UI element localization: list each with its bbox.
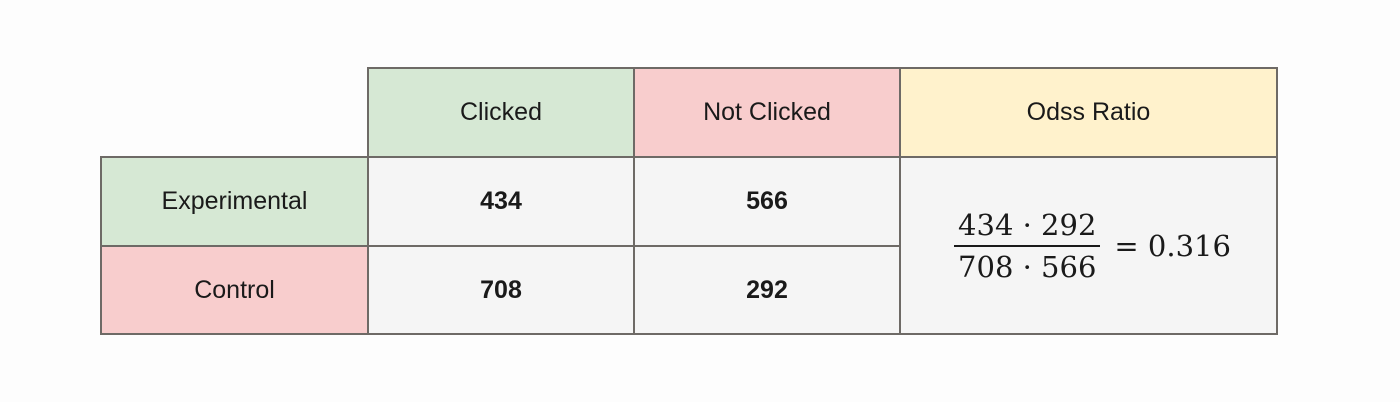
formula-result: = 0.316 [1114, 228, 1231, 263]
row-label-experimental-text: Experimental [161, 187, 308, 215]
row-label-control: Control [100, 245, 369, 335]
value-text: 708 [480, 275, 522, 304]
value-control-not-clicked: 292 [633, 245, 901, 335]
header-odds-ratio-label: Odss Ratio [1026, 98, 1151, 126]
odds-ratio-formula-cell: 434 · 292 708 · 566 = 0.316 [899, 156, 1278, 335]
row-label-experimental: Experimental [100, 156, 369, 247]
header-clicked: Clicked [367, 67, 635, 158]
formula-fraction: 434 · 292 708 · 566 [954, 205, 1101, 287]
formula-numerator: 434 · 292 [958, 207, 1097, 242]
value-text: 434 [480, 187, 522, 215]
header-odds-ratio: Odss Ratio [899, 67, 1278, 158]
formula-denominator: 708 · 566 [958, 249, 1097, 284]
odds-ratio-formula: 434 · 292 708 · 566 = 0.316 [954, 205, 1231, 287]
row-label-control-text: Control [194, 275, 275, 304]
header-not-clicked: Not Clicked [633, 67, 901, 158]
value-text: 566 [746, 187, 788, 215]
header-clicked-label: Clicked [460, 98, 542, 126]
fraction-bar [954, 244, 1101, 247]
value-control-clicked: 708 [367, 245, 635, 335]
value-experimental-clicked: 434 [367, 156, 635, 247]
value-text: 292 [746, 275, 788, 304]
header-not-clicked-label: Not Clicked [703, 98, 831, 126]
value-experimental-not-clicked: 566 [633, 156, 901, 247]
